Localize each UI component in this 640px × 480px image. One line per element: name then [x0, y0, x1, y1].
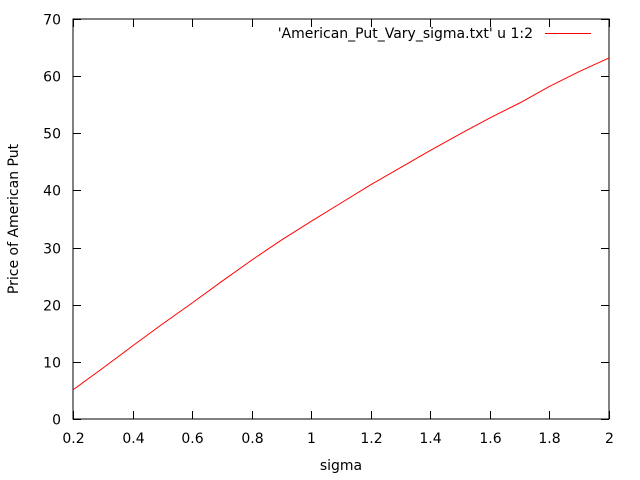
y-tick-label: 70: [43, 13, 61, 29]
x-tick-label: 1.4: [419, 431, 441, 447]
series-group: [72, 57, 610, 391]
x-tick-label: 0.4: [122, 431, 144, 447]
plot-area-border: [72, 18, 610, 420]
y-tick-label: 40: [43, 184, 61, 200]
y-tick-label: 20: [43, 299, 61, 315]
x-tick-label: 1.8: [538, 431, 560, 447]
y-tick-label: 60: [43, 70, 61, 86]
x-axis-label: sigma: [320, 458, 362, 474]
y-tick-label: 30: [43, 242, 61, 258]
x-tick-label: 1: [307, 431, 316, 447]
y-tick-label: 50: [43, 127, 61, 143]
x-axis-ticks: 0.2 0.4 0.6 0.8 1 1.2 1.4 1.6 1.8 2: [62, 19, 614, 447]
x-tick-label: 0.8: [241, 431, 263, 447]
y-tick-label: 0: [52, 413, 61, 429]
x-tick-label: 0.6: [181, 431, 203, 447]
legend-label: 'American_Put_Vary_sigma.txt' u 1:2: [278, 26, 533, 42]
x-tick-label: 0.2: [62, 431, 84, 447]
x-tick-label: 1.2: [360, 431, 382, 447]
legend: 'American_Put_Vary_sigma.txt' u 1:2: [278, 26, 591, 42]
y-axis-ticks: 0 10 20 30 40 50 60 70: [43, 13, 609, 429]
x-tick-label: 2: [605, 431, 614, 447]
x-tick-label: 1.6: [479, 431, 501, 447]
y-axis-label: Price of American Put: [6, 143, 22, 294]
y-tick-label: 10: [43, 356, 61, 372]
